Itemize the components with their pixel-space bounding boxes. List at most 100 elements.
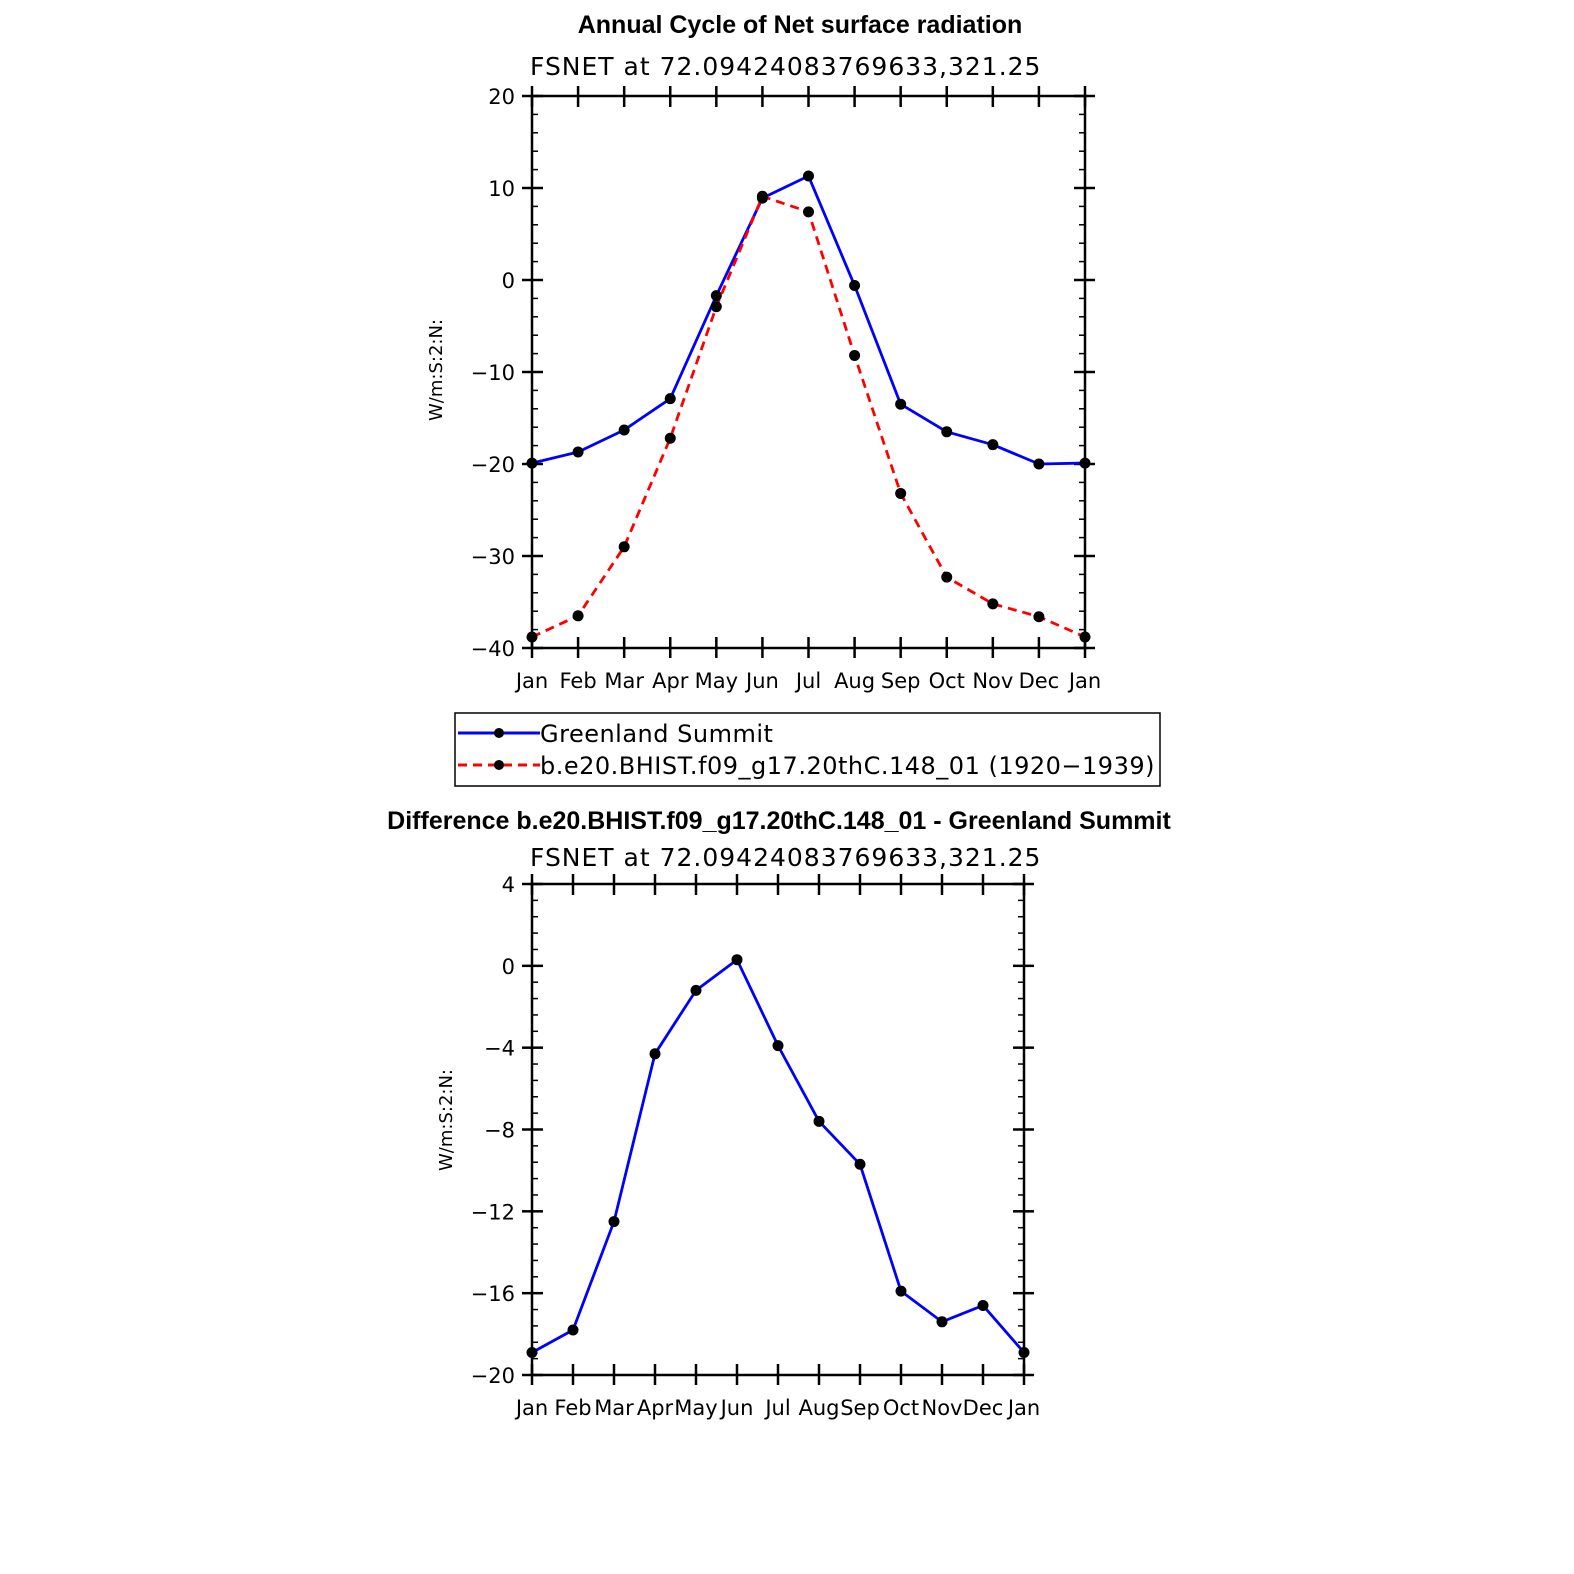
x-tick-label: Mar [604, 669, 644, 693]
data-point [664, 432, 676, 444]
data-point [526, 457, 538, 469]
data-point [1079, 631, 1091, 643]
y-axis-label: W/m:S:2:N: [426, 319, 447, 421]
data-point [710, 301, 722, 313]
x-tick-label: Jun [744, 669, 779, 693]
data-point [987, 598, 999, 610]
chart-subtitle: FSNET at 72.09424083769633,321.25 [530, 52, 1041, 81]
data-point [1033, 611, 1045, 623]
data-point [572, 446, 584, 458]
data-point [567, 1324, 579, 1336]
data-point [618, 541, 630, 553]
x-tick-label: Dec [1019, 669, 1060, 693]
x-tick-label: May [695, 669, 738, 693]
x-tick-label: Jan [514, 669, 548, 693]
data-point [608, 1216, 620, 1228]
data-point [710, 290, 722, 302]
y-tick-label: −10 [471, 361, 515, 385]
x-tick-label: Aug [834, 669, 875, 693]
x-tick-label: Sep [840, 1396, 880, 1420]
x-tick-label: Jun [719, 1396, 754, 1420]
x-tick-label: Nov [972, 669, 1013, 693]
data-point [618, 424, 630, 436]
legend-marker-greenland [494, 728, 504, 738]
plot-frame [530, 882, 1026, 1377]
data-point [803, 206, 814, 218]
data-point [803, 170, 814, 182]
series-line-0 [531, 174, 1086, 466]
data-point [936, 1316, 948, 1328]
legend-label-model: b.e20.BHIST.f09_g17.20thC.148_01 (1920−1… [540, 752, 1155, 780]
data-point [813, 1115, 825, 1127]
series-line-1 [531, 194, 1086, 639]
annual-cycle-panel: Annual Cycle of Net surface radiation FS… [426, 11, 1161, 787]
y-tick-label: −20 [471, 453, 515, 477]
x-tick-label: Oct [929, 669, 965, 693]
data-point [664, 393, 676, 405]
data-point [649, 1048, 661, 1060]
x-tick-label: Jul [794, 669, 821, 693]
data-point [572, 610, 584, 622]
x-tick-label: Mar [594, 1396, 634, 1420]
x-tick-label: Jul [763, 1396, 790, 1420]
y-tick-label: −16 [471, 1282, 515, 1306]
legend-marker-model [494, 760, 504, 770]
data-point [526, 1346, 538, 1358]
x-tick-label: Oct [883, 1396, 919, 1420]
chart-subtitle: FSNET at 72.09424083769633,321.25 [530, 843, 1041, 872]
x-tick-label: Aug [798, 1396, 839, 1420]
legend-box [454, 712, 1161, 787]
difference-panel: Difference b.e20.BHIST.f09_g17.20thC.148… [387, 807, 1171, 1420]
y-tick-label: −30 [471, 545, 515, 569]
data-point [849, 349, 861, 361]
x-tick-label: May [674, 1396, 717, 1420]
plot-axes: −40 −30 −20 −10 0 10 20 Jan Feb Mar Apr May Jun Jul Au… [471, 85, 1102, 693]
y-tick-label: 10 [488, 177, 515, 201]
x-tick-label: Feb [554, 1396, 591, 1420]
y-tick-label: 0 [502, 269, 515, 293]
y-tick-label: −20 [471, 1364, 515, 1388]
y-tick-label: 0 [502, 955, 515, 979]
x-tick-label: Jan [514, 1396, 548, 1420]
chart-title: Difference b.e20.BHIST.f09_g17.20thC.148… [387, 807, 1171, 835]
x-tick-label: Jan [1067, 669, 1101, 693]
data-point [941, 426, 953, 438]
y-tick-label: −12 [471, 1200, 515, 1224]
data-point [690, 984, 702, 996]
data-point [977, 1299, 989, 1311]
y-tick-label: −4 [484, 1037, 515, 1061]
y-tick-label: 20 [488, 85, 515, 109]
data-point [526, 631, 538, 643]
data-point [731, 954, 743, 966]
y-tick-label: −40 [471, 637, 515, 661]
data-point [772, 1040, 784, 1052]
data-point [895, 398, 907, 410]
legend-label-greenland: Greenland Summit [540, 720, 773, 748]
x-tick-label: Nov [922, 1396, 963, 1420]
data-point [895, 1285, 907, 1297]
y-tick-label: −8 [484, 1119, 515, 1143]
data-point [756, 190, 768, 202]
data-point [895, 487, 907, 499]
legend: Greenland Summit b.e20.BHIST.f09_g17.20t… [454, 712, 1161, 787]
data-point [1033, 458, 1045, 470]
y-axis-label: W/m:S:2:N: [436, 1069, 457, 1171]
x-tick-label: Apr [652, 669, 689, 693]
y-tick-label: 4 [502, 873, 515, 897]
x-tick-label: Apr [637, 1396, 674, 1420]
plot-lines [526, 170, 1091, 643]
data-point [1018, 1346, 1030, 1358]
x-tick-label: Jan [1006, 1396, 1040, 1420]
x-tick-label: Sep [881, 669, 921, 693]
x-tick-label: Feb [559, 669, 596, 693]
data-point [987, 439, 999, 451]
chart-title: Annual Cycle of Net surface radiation [578, 11, 1023, 39]
data-point [941, 571, 953, 583]
series-line-0 [531, 958, 1026, 1354]
data-point [854, 1158, 866, 1170]
data-point [1079, 457, 1091, 469]
plot-lines [526, 954, 1030, 1358]
data-point [849, 280, 861, 292]
